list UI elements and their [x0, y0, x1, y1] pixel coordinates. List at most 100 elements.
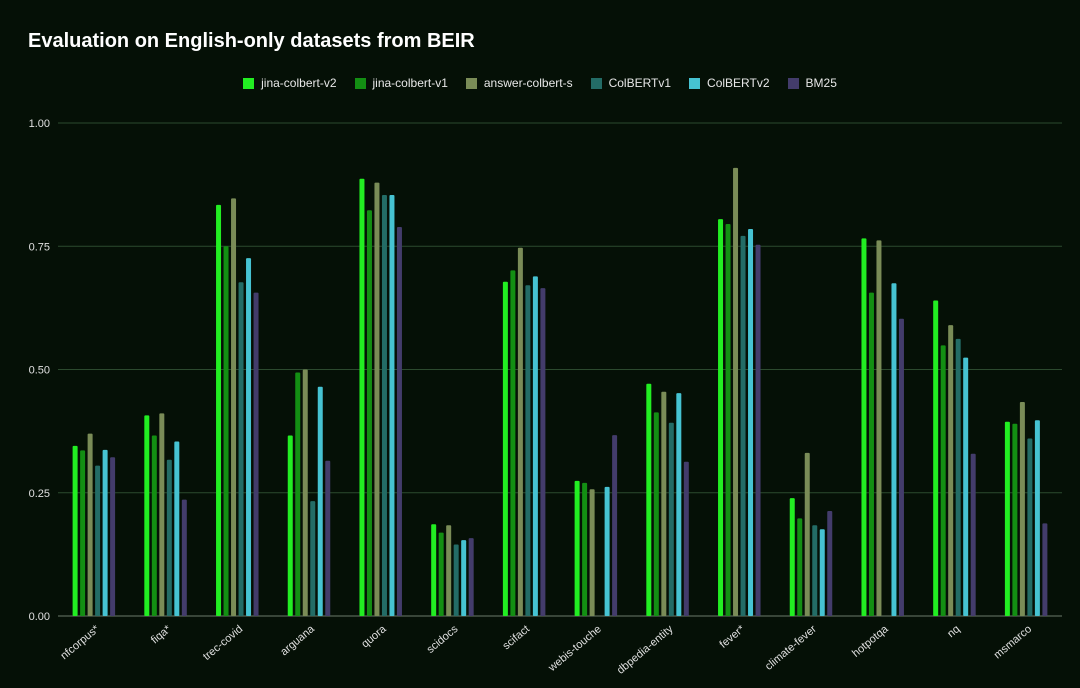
x-tick-label: scifact [500, 623, 532, 652]
legend-label: jina-colbert-v1 [372, 76, 448, 90]
bar [827, 510, 833, 616]
x-tick-label: fever* [717, 623, 747, 651]
bar [1012, 423, 1018, 616]
bar [310, 501, 316, 616]
x-tick-label: nq [945, 623, 962, 640]
bar [110, 457, 116, 616]
bar [861, 238, 867, 617]
chart-title: Evaluation on English-only datasets from… [28, 30, 475, 52]
bar [317, 386, 323, 616]
legend-label: answer-colbert-s [483, 76, 573, 90]
bar [216, 204, 222, 616]
bar [87, 433, 93, 616]
bar [646, 383, 652, 616]
bar [676, 393, 682, 616]
legend-item: answer-colbert-s [465, 76, 573, 90]
bar [510, 270, 516, 616]
bar [748, 229, 754, 616]
bar [819, 529, 825, 616]
chart-legend: jina-colbert-v2 jina-colbert-v1 answer-col… [0, 76, 1080, 90]
bar [302, 369, 308, 616]
bar [381, 194, 387, 617]
bar [102, 449, 108, 616]
bar [431, 524, 437, 616]
bar [446, 525, 452, 616]
bar [604, 486, 610, 616]
bar [374, 182, 380, 616]
bar [653, 412, 659, 616]
bar [970, 453, 976, 616]
bar [166, 459, 172, 616]
bar [955, 338, 961, 616]
legend-label: ColBERTv2 [707, 76, 770, 90]
bar [438, 532, 444, 616]
bar [151, 435, 157, 616]
bar [683, 461, 689, 616]
bar [933, 300, 939, 616]
bar [733, 167, 739, 617]
x-tick-label: hotpotqa [850, 623, 891, 660]
y-tick-label: 0.25 [29, 488, 50, 500]
bar [812, 525, 818, 616]
bar [502, 281, 508, 616]
bar [72, 445, 78, 616]
bar [948, 325, 954, 616]
bar [396, 227, 402, 616]
bar [574, 480, 580, 616]
legend-label: ColBERTv1 [608, 76, 672, 90]
bar [725, 224, 731, 616]
bar [668, 422, 674, 616]
x-tick-label: webis-touche [546, 623, 604, 675]
bar [740, 235, 746, 616]
x-tick-label: quora [359, 623, 389, 651]
bar [181, 499, 187, 616]
bar [540, 288, 546, 616]
bar [532, 276, 538, 616]
bar [295, 372, 301, 616]
bar [661, 391, 667, 616]
bar [231, 198, 237, 616]
bar [159, 413, 165, 616]
legend-label: BM25 [805, 76, 837, 90]
legend-item: ColBERTv1 [590, 76, 672, 90]
x-tick-label: arguana [278, 623, 317, 659]
bar [287, 435, 293, 616]
legend-swatch [689, 77, 701, 89]
x-tick-label: msmarco [992, 623, 1034, 661]
bar [246, 258, 252, 616]
bar [389, 194, 395, 617]
bar [80, 450, 86, 616]
legend-item: BM25 [787, 76, 837, 90]
y-tick-label: 1.00 [29, 118, 50, 130]
x-tick-label: dbpedia-entity [615, 623, 676, 677]
bar [468, 538, 474, 616]
bar [325, 460, 331, 616]
bar [144, 415, 150, 616]
bar [517, 247, 523, 617]
bar [238, 282, 244, 616]
legend-item: ColBERTv2 [689, 76, 770, 90]
bar [582, 482, 588, 616]
bar [797, 518, 803, 616]
y-tick-label: 0.50 [29, 365, 50, 377]
y-tick-label: 0.00 [29, 611, 50, 623]
legend-item: jina-colbert-v1 [354, 76, 448, 90]
x-tick-label: climate-fever [763, 623, 819, 673]
bar [1027, 438, 1033, 616]
x-tick-label: scidocs [425, 623, 461, 656]
bar [174, 441, 180, 616]
bar [589, 489, 595, 616]
bar [453, 544, 459, 616]
bar [359, 178, 365, 616]
bar [789, 498, 795, 616]
legend-swatch [590, 77, 602, 89]
bar [525, 285, 531, 616]
bar [804, 452, 810, 616]
bar [1004, 421, 1010, 616]
bar [1042, 523, 1048, 616]
bar [223, 246, 229, 616]
x-tick-label: trec-covid [201, 623, 245, 663]
bar [755, 244, 761, 616]
bar [1034, 420, 1040, 616]
